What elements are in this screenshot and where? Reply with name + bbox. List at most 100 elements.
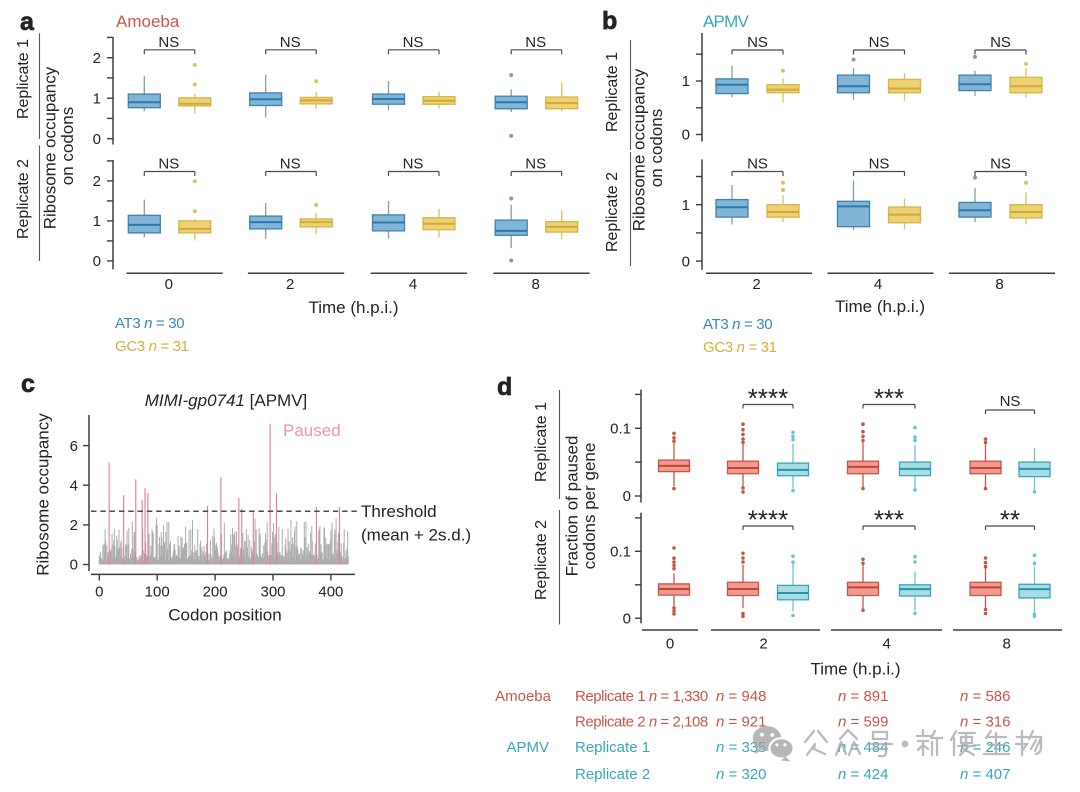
svg-text:(mean + 2s.d.): (mean + 2s.d.)	[361, 526, 471, 545]
svg-text:n = 407: n = 407	[960, 766, 1010, 783]
svg-text:n = 921: n = 921	[716, 714, 766, 731]
svg-text:NS: NS	[990, 156, 1011, 173]
svg-text:4: 4	[70, 477, 78, 494]
svg-text:Amoeba: Amoeba	[495, 688, 552, 705]
svg-text:n = 424: n = 424	[838, 766, 888, 783]
svg-text:400: 400	[318, 584, 343, 601]
svg-text:NS: NS	[158, 34, 179, 51]
svg-text:Replicate 1: Replicate 1	[575, 739, 650, 756]
svg-text:NS: NS	[525, 34, 546, 51]
svg-text:1: 1	[682, 73, 690, 90]
svg-text:2: 2	[93, 173, 101, 190]
svg-text:4: 4	[409, 276, 417, 293]
svg-text:Replicate 1 n = 1,330: Replicate 1 n = 1,330	[575, 688, 708, 705]
svg-text:300: 300	[260, 584, 285, 601]
svg-text:0: 0	[93, 131, 101, 148]
svg-text:6: 6	[70, 438, 78, 455]
svg-text:2: 2	[93, 50, 101, 67]
svg-text:Replicate 1: Replicate 1	[604, 52, 621, 132]
svg-text:2: 2	[752, 276, 760, 293]
svg-text:Time (h.p.i.): Time (h.p.i.)	[810, 660, 900, 679]
svg-text:0: 0	[70, 557, 78, 574]
svg-text:****: ****	[748, 383, 788, 413]
svg-text:n = 599: n = 599	[838, 714, 888, 731]
svg-text:codons per gene: codons per gene	[580, 443, 599, 570]
svg-text:NS: NS	[869, 156, 890, 173]
svg-text:n = 891: n = 891	[838, 688, 888, 705]
svg-text:NS: NS	[747, 34, 768, 51]
svg-text:Replicate 2: Replicate 2	[575, 766, 650, 783]
svg-text:NS: NS	[525, 156, 546, 173]
svg-text:APMV: APMV	[506, 739, 549, 756]
svg-text:2: 2	[286, 276, 294, 293]
svg-text:d: d	[497, 373, 512, 401]
svg-text:Time (h.p.i.): Time (h.p.i.)	[835, 297, 925, 316]
svg-text:n = 948: n = 948	[716, 688, 766, 705]
svg-text:1: 1	[682, 197, 690, 214]
svg-text:GC3 n = 31: GC3 n = 31	[115, 338, 189, 355]
svg-text:a: a	[20, 8, 35, 36]
svg-text:APMV: APMV	[703, 12, 749, 31]
svg-text:AT3 n = 30: AT3 n = 30	[115, 315, 184, 332]
svg-text:0: 0	[93, 253, 101, 270]
svg-text:NS: NS	[1000, 393, 1021, 410]
svg-text:Replicate 2: Replicate 2	[604, 172, 621, 252]
svg-text:0: 0	[623, 610, 631, 627]
svg-text:Threshold: Threshold	[361, 502, 437, 521]
svg-text:8: 8	[532, 276, 540, 293]
svg-text:MIMI-gp0741 [APMV]: MIMI-gp0741 [APMV]	[145, 391, 308, 410]
svg-text:GC3 n = 31: GC3 n = 31	[703, 339, 777, 356]
svg-text:Replicate 1: Replicate 1	[533, 402, 550, 482]
svg-text:4: 4	[874, 276, 882, 293]
svg-text:b: b	[602, 7, 617, 35]
svg-text:Codon position: Codon position	[168, 606, 281, 625]
svg-text:Time (h.p.i.): Time (h.p.i.)	[308, 298, 398, 317]
svg-text:NS: NS	[990, 34, 1011, 51]
svg-text:0: 0	[95, 584, 103, 601]
svg-text:Amoeba: Amoeba	[116, 12, 180, 31]
svg-text:n = 316: n = 316	[960, 714, 1010, 731]
svg-text:Replicate 1: Replicate 1	[15, 39, 32, 119]
svg-text:Ribosome occupancy: Ribosome occupancy	[630, 68, 649, 231]
svg-text:Replicate 2 n = 2,108: Replicate 2 n = 2,108	[575, 714, 708, 731]
svg-text:0: 0	[623, 488, 631, 505]
svg-text:Paused: Paused	[283, 421, 341, 440]
svg-text:0: 0	[682, 127, 690, 144]
svg-text:NS: NS	[403, 156, 424, 173]
svg-text:200: 200	[203, 584, 228, 601]
svg-text:8: 8	[1003, 636, 1011, 653]
svg-text:c: c	[21, 370, 35, 398]
svg-text:2: 2	[759, 636, 767, 653]
svg-text:Replicate 2: Replicate 2	[533, 520, 550, 600]
svg-text:0.1: 0.1	[610, 421, 631, 438]
svg-text:4: 4	[883, 636, 891, 653]
svg-text:NS: NS	[158, 156, 179, 173]
svg-text:1: 1	[93, 90, 101, 107]
svg-text:NS: NS	[280, 34, 301, 51]
svg-text:2: 2	[70, 517, 78, 534]
svg-text:n = 320: n = 320	[716, 766, 766, 783]
svg-text:0.1: 0.1	[610, 544, 631, 561]
svg-text:***: ***	[874, 505, 904, 535]
svg-text:0: 0	[666, 636, 674, 653]
svg-text:NS: NS	[747, 156, 768, 173]
svg-text:NS: NS	[869, 34, 890, 51]
svg-text:Replicate 2: Replicate 2	[15, 159, 32, 239]
svg-text:1: 1	[93, 213, 101, 230]
svg-text:NS: NS	[403, 34, 424, 51]
svg-text:on codons: on codons	[58, 107, 77, 185]
svg-text:0: 0	[165, 276, 173, 293]
svg-text:****: ****	[748, 505, 788, 535]
svg-text:Ribosome occupancy: Ribosome occupancy	[34, 413, 53, 576]
svg-text:Ribosome occupancy: Ribosome occupancy	[41, 66, 60, 229]
svg-text:8: 8	[995, 276, 1003, 293]
svg-text:AT3 n = 30: AT3 n = 30	[703, 316, 772, 333]
svg-text:***: ***	[874, 383, 904, 413]
svg-text:NS: NS	[280, 156, 301, 173]
svg-text:100: 100	[145, 584, 170, 601]
svg-text:on codons: on codons	[647, 109, 666, 187]
svg-text:n = 586: n = 586	[960, 688, 1010, 705]
svg-text:**: **	[1000, 505, 1020, 535]
svg-text:0: 0	[682, 253, 690, 270]
svg-text:Fraction of paused: Fraction of paused	[563, 436, 582, 577]
